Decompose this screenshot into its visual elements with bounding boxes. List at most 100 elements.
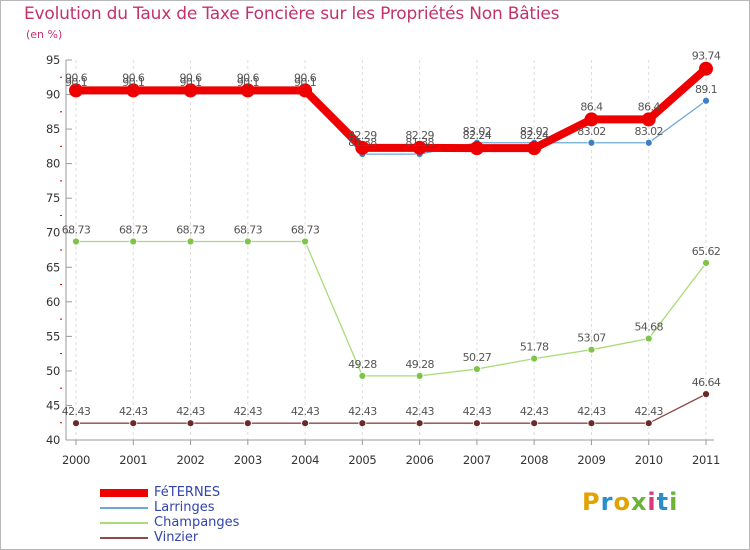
- series-layer: [69, 61, 713, 428]
- data-point-vinzier: [358, 419, 367, 428]
- legend-label-feternes: FéTERNES: [154, 485, 221, 500]
- y-tick-label-65: 65: [46, 260, 60, 274]
- data-point-larringes: [644, 138, 653, 147]
- data-label-larringes: 89.1: [695, 83, 717, 96]
- data-label-vinzier: 42.43: [119, 405, 148, 418]
- data-labels: 42.43 42.43 42.43 42.43 42.43 42.43 42.43 42.43…: [62, 50, 722, 419]
- chart-title: Evolution du Taux de Taxe Foncière sur l…: [24, 4, 560, 24]
- data-point-vinzier: [587, 419, 596, 428]
- data-point-vinzier: [129, 419, 138, 428]
- data-label-champanges: 65.62: [692, 245, 721, 258]
- data-point-champanges: [301, 237, 309, 246]
- data-label-champanges: 49.28: [405, 358, 434, 371]
- data-label-larringes: 83.02: [520, 125, 549, 138]
- x-tick-label-2000: 2000: [62, 453, 90, 467]
- data-point-larringes: [587, 138, 596, 147]
- data-label-feternes: 93.74: [692, 50, 721, 63]
- data-label-vinzier: 42.43: [405, 405, 434, 418]
- data-label-champanges: 54.68: [634, 321, 663, 334]
- data-point-champanges: [129, 237, 138, 246]
- data-label-vinzier: 42.43: [520, 405, 549, 418]
- data-point-vinzier: [530, 419, 539, 428]
- legend-label-larringes: Larringes: [154, 500, 215, 515]
- x-tick-label-2011: 2011: [692, 453, 720, 467]
- data-point-champanges: [358, 371, 367, 380]
- series-line-champanges: [76, 240, 707, 377]
- logo-letter: t: [656, 488, 670, 516]
- data-point-champanges: [530, 354, 539, 363]
- data-point-feternes: [527, 141, 542, 156]
- data-point-feternes: [699, 61, 713, 76]
- logo-letter: x: [630, 488, 648, 516]
- series-line-vinzier: [76, 393, 707, 424]
- data-label-feternes: 90.6: [179, 71, 202, 84]
- data-point-vinzier: [415, 419, 424, 428]
- legend-swatch-champanges: [100, 522, 148, 524]
- data-point-feternes: [183, 83, 198, 98]
- data-label-larringes: 83.02: [577, 125, 606, 138]
- legend-label-champanges: Champanges: [154, 515, 240, 530]
- data-point-feternes: [355, 140, 370, 155]
- data-label-feternes: 82.24: [463, 129, 492, 142]
- x-tick-label-2006: 2006: [406, 453, 434, 467]
- x-tick-label-2007: 2007: [463, 453, 491, 467]
- data-point-larringes: [702, 96, 710, 105]
- data-label-larringes: 90.1: [179, 76, 201, 89]
- data-label-larringes: 81.38: [405, 136, 434, 149]
- y-tick-label-55: 55: [46, 329, 60, 343]
- y-tick-label-90: 90: [46, 88, 60, 102]
- data-label-feternes: 90.6: [237, 71, 260, 84]
- x-tick-label-2001: 2001: [119, 453, 147, 467]
- data-label-feternes: 82.24: [520, 129, 549, 142]
- logo-letter: P: [582, 488, 601, 516]
- data-point-champanges: [186, 237, 195, 246]
- x-tick-label-2004: 2004: [291, 453, 319, 467]
- data-label-vinzier: 42.43: [234, 405, 263, 418]
- data-label-champanges: 68.73: [291, 224, 320, 237]
- data-point-vinzier: [473, 419, 481, 428]
- x-tick-label-2009: 2009: [577, 453, 605, 467]
- data-label-champanges: 68.73: [62, 224, 91, 237]
- logo-letter: o: [613, 488, 631, 516]
- data-point-feternes: [126, 83, 141, 98]
- data-point-champanges: [702, 259, 710, 267]
- data-label-champanges: 68.73: [119, 224, 148, 237]
- data-label-feternes: 90.6: [122, 71, 145, 84]
- x-tick-label-2008: 2008: [520, 453, 548, 467]
- data-label-champanges: 68.73: [234, 224, 263, 237]
- data-point-vinzier: [186, 419, 195, 428]
- data-label-larringes: 90.1: [65, 76, 87, 89]
- legend-swatch-vinzier: [100, 537, 148, 539]
- data-label-feternes: 82.29: [405, 129, 434, 142]
- legend-swatch-larringes: [100, 507, 148, 509]
- data-label-feternes: 90.6: [294, 71, 317, 84]
- y-tick-label-40: 40: [46, 433, 60, 447]
- legend-label-vinzier: Vinzier: [154, 530, 199, 545]
- data-label-champanges: 50.27: [463, 351, 492, 364]
- data-point-champanges: [72, 237, 80, 246]
- data-label-larringes: 90.1: [237, 76, 259, 89]
- data-label-champanges: 49.28: [348, 358, 377, 371]
- y-tick-label-60: 60: [46, 295, 60, 309]
- data-point-vinzier: [243, 419, 252, 428]
- data-point-champanges: [415, 371, 424, 380]
- y-tick-label-75: 75: [46, 191, 60, 205]
- data-point-feternes: [469, 141, 484, 156]
- data-label-vinzier: 42.43: [291, 405, 320, 418]
- legend-swatch-feternes: [100, 489, 148, 497]
- data-point-champanges: [473, 365, 481, 373]
- data-point-feternes: [298, 83, 313, 98]
- data-label-feternes: 86.4: [638, 100, 661, 113]
- data-point-feternes: [412, 140, 427, 155]
- data-point-feternes: [69, 83, 83, 98]
- logo-letter: i: [647, 488, 657, 516]
- data-label-larringes: 90.1: [294, 76, 316, 89]
- data-point-vinzier: [72, 419, 80, 428]
- data-point-champanges: [243, 237, 252, 246]
- y-tick-label-85: 85: [46, 122, 60, 136]
- y-tick-label-50: 50: [46, 364, 60, 378]
- x-tick-label-2003: 2003: [234, 453, 262, 467]
- data-label-vinzier: 42.43: [348, 405, 377, 418]
- y-tick-label-70: 70: [46, 226, 60, 240]
